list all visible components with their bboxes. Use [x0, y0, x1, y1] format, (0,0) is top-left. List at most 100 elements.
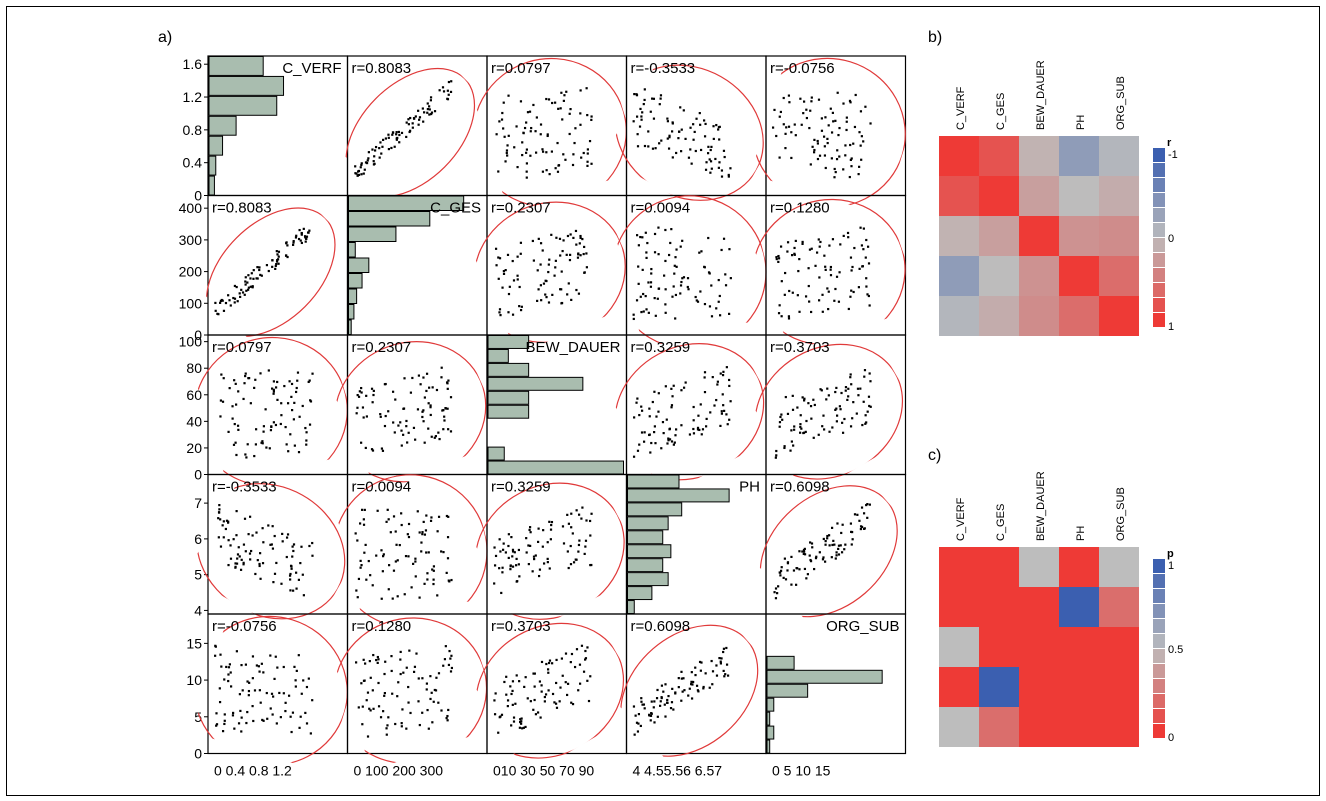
- scatter-point: [493, 564, 497, 567]
- scatter-point: [681, 239, 684, 242]
- scatter-point: [651, 400, 654, 404]
- scatter-point: [516, 165, 519, 169]
- scatter-point: [649, 281, 653, 284]
- scatter-point: [435, 388, 439, 392]
- scatter-point: [291, 555, 294, 558]
- scatter-point: [425, 688, 428, 691]
- scatter-point: [823, 428, 826, 431]
- scatter-point: [396, 595, 399, 598]
- scatter-point: [525, 170, 528, 173]
- scatter-point: [808, 248, 812, 251]
- y-tick-label: 100: [179, 295, 203, 311]
- scatter-point: [587, 699, 591, 703]
- scatter-point: [545, 97, 548, 101]
- scatter-point: [516, 278, 519, 281]
- scatter-point: [721, 393, 724, 396]
- y-tick-label: 7: [194, 495, 202, 511]
- scatter-point: [585, 252, 588, 255]
- scatter-point: [725, 646, 728, 650]
- y-tick-label: 6: [194, 531, 202, 547]
- scatter-point: [567, 282, 570, 285]
- scatter-point: [867, 294, 870, 298]
- scatter-point: [509, 565, 512, 568]
- scatter-point: [643, 707, 646, 710]
- y-tick-label: 100: [179, 334, 203, 350]
- heatmap-cell: [1099, 707, 1139, 747]
- scatter-point: [405, 135, 408, 139]
- scatter-point: [235, 453, 238, 457]
- scatter-point: [790, 131, 793, 134]
- scatter-point: [378, 147, 381, 150]
- scatter-point: [808, 126, 811, 130]
- scatter-point: [717, 126, 721, 129]
- scatter-point: [850, 165, 853, 168]
- scatter-point: [360, 564, 363, 567]
- scatter-point: [570, 298, 573, 302]
- scatter-point: [380, 597, 383, 600]
- scatter-point: [250, 272, 253, 275]
- heatmap-cell: [1059, 136, 1099, 176]
- heatmap-cell: [939, 216, 979, 256]
- scatter-point: [719, 662, 723, 665]
- scatter-point: [371, 449, 375, 452]
- scatter-point: [271, 259, 274, 262]
- scatter-point: [441, 86, 445, 89]
- scatter-point: [786, 412, 790, 416]
- scatter-point: [783, 293, 786, 296]
- scatter-point: [407, 118, 410, 121]
- scatter-point: [228, 663, 231, 666]
- scatter-point: [836, 149, 839, 152]
- heatmap-cell: [1059, 547, 1099, 587]
- scatter-point: [718, 656, 721, 660]
- scatter-point: [493, 713, 497, 716]
- scatter-point: [395, 543, 398, 546]
- scatter-point: [271, 547, 275, 550]
- scatter-point: [261, 527, 264, 530]
- scatter-point: [409, 391, 413, 394]
- scatter-point: [256, 266, 259, 269]
- scatter-point: [357, 173, 361, 177]
- scatter-point: [802, 431, 806, 434]
- heatmap-cell: [939, 176, 979, 216]
- histogram-bar: [766, 739, 771, 754]
- scatter-point: [244, 374, 247, 378]
- scatter-point: [839, 243, 842, 246]
- scatter-point: [290, 382, 294, 386]
- heatmap-cell: [1019, 176, 1059, 216]
- scatter-point: [572, 153, 575, 156]
- heatmap-cell: [1019, 547, 1059, 587]
- scatter-point: [515, 557, 518, 561]
- scatter-point: [446, 557, 450, 560]
- scatter-point: [560, 270, 563, 273]
- scatter-point: [532, 259, 535, 262]
- scatter-point: [680, 150, 683, 153]
- matrix-cell: [765, 613, 907, 755]
- scatter-point: [775, 257, 778, 261]
- scatter-point: [653, 232, 657, 236]
- scatter-point: [799, 423, 802, 426]
- scatter-point: [842, 168, 845, 171]
- scatter-point: [370, 387, 374, 390]
- scatter-point: [505, 151, 508, 155]
- scatter-point: [293, 444, 296, 447]
- scatter-point: [244, 663, 247, 666]
- scatter-point: [831, 543, 834, 547]
- scatter-point: [838, 155, 841, 158]
- scatter-point: [223, 719, 226, 722]
- scatter-point: [233, 379, 236, 382]
- scatter-point: [292, 241, 295, 244]
- heatmap-cell: [1099, 667, 1139, 707]
- scatter-point: [366, 691, 370, 694]
- scatter-point: [864, 414, 867, 417]
- scatter-point: [827, 307, 830, 311]
- scatter-point: [687, 694, 690, 697]
- scatter-point: [360, 386, 363, 390]
- scatter-point: [577, 543, 581, 547]
- scatter-point: [425, 372, 429, 375]
- scatter-point: [849, 376, 852, 379]
- scatter-point: [699, 290, 702, 293]
- scatter-point: [287, 450, 290, 453]
- scatter-point: [508, 285, 511, 288]
- histogram-bar: [627, 502, 683, 517]
- scatter-point: [274, 423, 278, 427]
